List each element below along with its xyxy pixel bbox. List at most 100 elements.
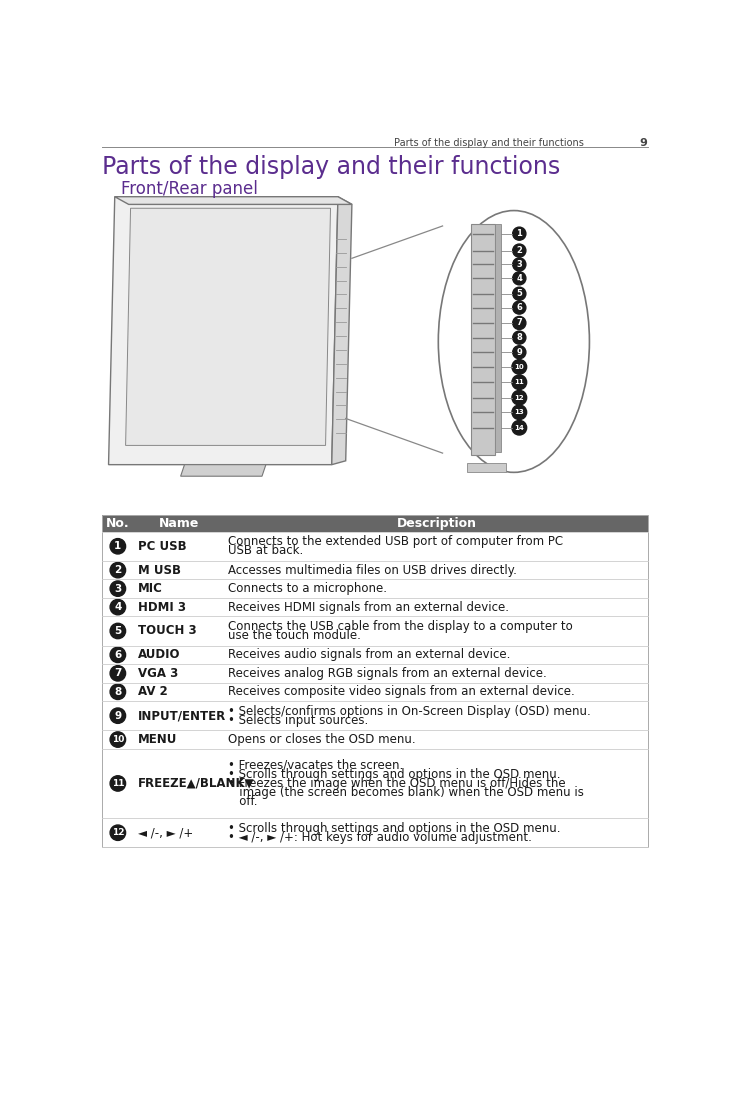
Text: 12: 12 [515,395,524,401]
Circle shape [512,244,526,257]
Text: Connects to a microphone.: Connects to a microphone. [228,582,387,595]
Bar [102,818,648,847]
Circle shape [512,316,526,329]
Text: Opens or closes the OSD menu.: Opens or closes the OSD menu. [228,733,416,746]
Bar [102,580,648,598]
Circle shape [512,346,526,358]
Text: 13: 13 [515,410,524,415]
Bar [471,225,495,455]
Circle shape [110,539,126,554]
Polygon shape [126,208,331,445]
Text: 12: 12 [111,828,124,837]
Bar [102,664,648,682]
Text: 8: 8 [114,687,122,697]
Text: 10: 10 [515,364,524,370]
Text: VGA 3: VGA 3 [138,667,179,680]
Text: Receives analog RGB signals from an external device.: Receives analog RGB signals from an exte… [228,667,547,680]
Text: 3: 3 [114,583,122,593]
Bar [102,646,648,664]
Polygon shape [181,464,266,476]
Bar [467,463,506,472]
Circle shape [110,623,126,639]
Text: 5: 5 [516,289,522,298]
Circle shape [110,666,126,681]
Text: • Scrolls through settings and options in the OSD menu.: • Scrolls through settings and options i… [228,821,561,835]
Circle shape [512,359,526,374]
Text: • Scrolls through settings and options in the OSD menu.: • Scrolls through settings and options i… [228,768,561,780]
Text: 11: 11 [111,779,124,788]
Text: 2: 2 [516,246,522,255]
Text: Description: Description [396,516,477,530]
Circle shape [512,287,526,301]
Text: 9: 9 [114,711,122,721]
Text: Connects the USB cable from the display to a computer to: Connects the USB cable from the display … [228,620,572,633]
Circle shape [110,562,126,578]
Text: 6: 6 [114,650,122,660]
Text: use the touch module.: use the touch module. [228,629,361,642]
Text: MIC: MIC [138,582,163,595]
Bar [102,598,648,617]
Text: 5: 5 [114,626,122,636]
Circle shape [512,391,526,405]
Bar [102,617,648,646]
Text: 2: 2 [114,565,122,575]
Text: No.: No. [106,516,130,530]
Ellipse shape [438,210,589,472]
Text: 1: 1 [114,541,122,551]
Text: Accesses multimedia files on USB drives directly.: Accesses multimedia files on USB drives … [228,563,517,577]
Text: ◄ /-, ► /+: ◄ /-, ► /+ [138,826,193,839]
Circle shape [512,421,526,435]
Text: 7: 7 [114,668,122,678]
Text: AV 2: AV 2 [138,686,168,698]
Text: 8: 8 [516,333,522,342]
Polygon shape [332,197,352,464]
Text: Receives audio signals from an external device.: Receives audio signals from an external … [228,649,510,661]
Circle shape [110,776,126,791]
Text: PC USB: PC USB [138,540,187,553]
Text: image (the screen becomes blank) when the OSD menu is: image (the screen becomes blank) when th… [228,786,584,799]
Text: • Selects input sources.: • Selects input sources. [228,713,368,727]
Text: M USB: M USB [138,563,181,577]
Text: 1: 1 [516,229,522,238]
Polygon shape [115,197,352,205]
Text: • Freezes/vacates the screen.: • Freezes/vacates the screen. [228,758,403,771]
Bar [102,749,648,818]
Circle shape [110,581,126,597]
Text: INPUT/ENTER: INPUT/ENTER [138,709,226,722]
Text: 6: 6 [516,303,522,312]
Circle shape [110,732,126,747]
Text: FREEZE▲/BLANK▼: FREEZE▲/BLANK▼ [138,777,255,790]
Bar [102,514,648,532]
Text: MENU: MENU [138,733,177,746]
Circle shape [512,405,526,420]
Text: 9: 9 [516,347,522,357]
Circle shape [512,301,526,314]
Circle shape [512,227,526,240]
Bar [102,730,648,749]
Text: 9: 9 [639,138,647,148]
Circle shape [512,375,526,390]
Text: TOUCH 3: TOUCH 3 [138,624,197,638]
Text: Parts of the display and their functions: Parts of the display and their functions [394,138,583,148]
Text: 11: 11 [515,380,524,385]
Circle shape [110,684,126,699]
Text: 10: 10 [112,735,124,745]
Text: Front/Rear panel: Front/Rear panel [121,180,258,198]
Text: USB at back.: USB at back. [228,544,303,558]
Text: Connects to the extended USB port of computer from PC: Connects to the extended USB port of com… [228,535,563,549]
Bar [102,701,648,730]
Text: 7: 7 [516,318,522,327]
Circle shape [512,272,526,285]
Text: • ◄ /-, ► /+: Hot keys for audio volume adjustment.: • ◄ /-, ► /+: Hot keys for audio volume … [228,830,531,844]
Polygon shape [108,197,338,464]
Text: • Selects/confirms options in On-Screen Display (OSD) menu.: • Selects/confirms options in On-Screen … [228,705,591,718]
Text: Parts of the display and their functions: Parts of the display and their functions [102,155,561,179]
Circle shape [110,825,126,840]
Bar [102,532,648,561]
Circle shape [110,708,126,723]
Circle shape [110,647,126,662]
Bar [102,561,648,580]
Text: 14: 14 [515,425,524,431]
Text: 4: 4 [516,274,522,283]
Text: off.: off. [228,796,258,808]
